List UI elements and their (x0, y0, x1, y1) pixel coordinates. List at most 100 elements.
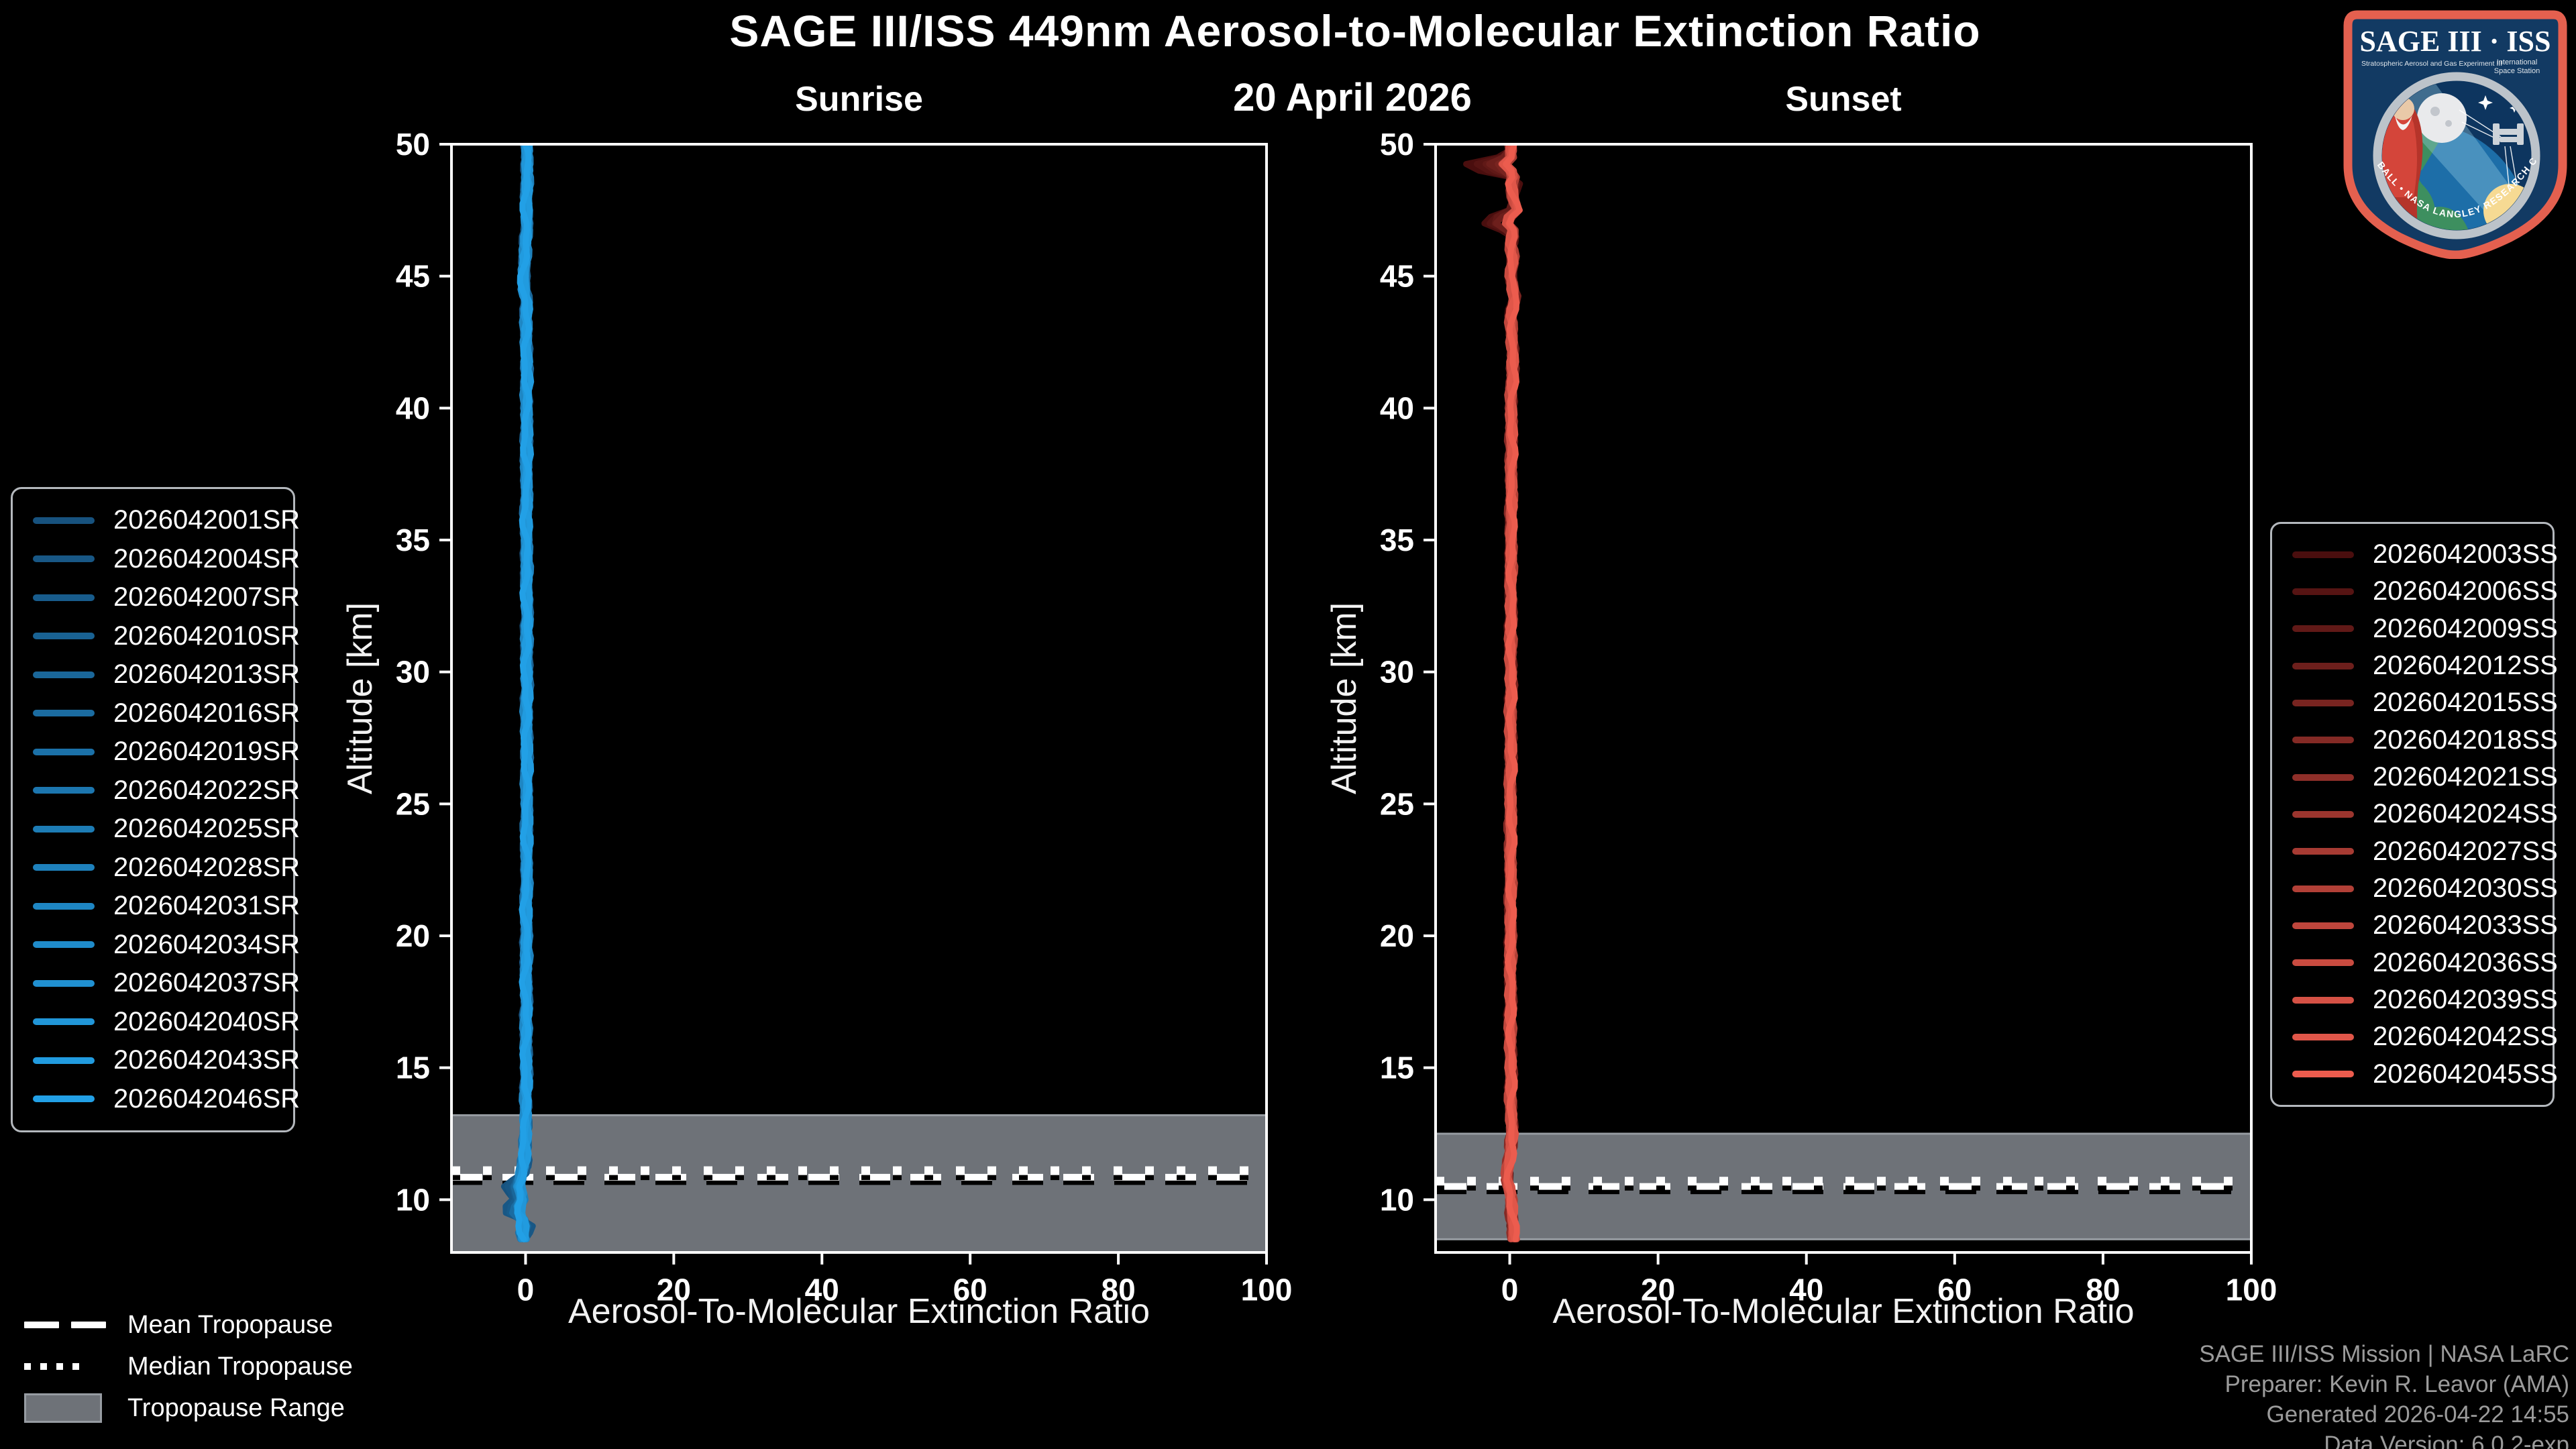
tropopause-range-swatch (24, 1393, 106, 1423)
sunrise-plot: 0 20 40 60 80 100 10 15 20 25 30 35 40 45 50 (396, 127, 1293, 1307)
legend-entry-label: 2026042010SR (113, 621, 301, 651)
legend-item: 2026042045SS (2292, 1059, 2558, 1089)
sunset-xaxis-label: Aerosol-To-Molecular Extinction Ratio (1552, 1292, 2135, 1331)
figure-title: SAGE III/ISS 449nm Aerosol-to-Molecular … (729, 6, 1981, 56)
legend-entry-label: 2026042039SS (2373, 985, 2558, 1015)
legend-item: 2026042016SR (33, 698, 300, 729)
legend-line-swatch (2292, 588, 2354, 595)
legend-line-swatch (2292, 996, 2354, 1004)
attribution-mission: SAGE III/ISS Mission | NASA LaRC (2199, 1341, 2569, 1367)
x-tick-label: 60 (953, 1273, 987, 1307)
logo-subtitle-right-2: Space Station (2494, 67, 2540, 75)
legend-line-swatch (33, 1095, 95, 1103)
legend-entry-label: 2026042033SS (2373, 910, 2558, 941)
legend-line-swatch (33, 1018, 95, 1026)
logo-moon (2417, 93, 2467, 143)
legend-entry-label: 2026042009SS (2373, 613, 2558, 643)
y-tick-label: 10 (1380, 1182, 1414, 1217)
x-tick-label: 20 (657, 1273, 691, 1307)
median-tropopause-label: Median Tropopause (127, 1352, 353, 1381)
sunset-plot: 0 20 40 60 80 100 10 15 20 25 30 35 40 45 50 (1380, 127, 2277, 1307)
y-tick-label: 40 (396, 390, 430, 425)
legend-line-swatch (33, 710, 95, 717)
attribution-block: SAGE III/ISS Mission | NASA LaRC Prepare… (2199, 1339, 2569, 1449)
y-tick-label: 30 (1380, 655, 1414, 690)
y-tick-label: 10 (396, 1182, 430, 1217)
legend-entry-label: 2026042007SR (113, 582, 301, 612)
legend-line-swatch (33, 787, 95, 794)
median-tropopause-legend-row: Median Tropopause (24, 1346, 494, 1387)
y-tick-label: 35 (396, 523, 430, 557)
plot-frame (1434, 143, 2253, 1254)
legend-item: 2026042001SR (33, 505, 300, 535)
legend-entry-label: 2026042022SR (113, 775, 301, 805)
y-tick-label: 25 (396, 786, 430, 821)
sunrise-profile-curve (514, 144, 533, 1242)
legend-line-swatch (2292, 625, 2354, 633)
legend-item: 2026042033SS (2292, 910, 2558, 941)
x-tick-label: 0 (517, 1273, 535, 1307)
legend-item: 2026042025SR (33, 814, 300, 844)
legend-line-swatch (33, 864, 95, 871)
legend-entry-label: 2026042012SS (2373, 651, 2558, 681)
sunrise-yaxis-label: Altitude [km] (341, 602, 380, 795)
legend-entry-label: 2026042006SS (2373, 576, 2558, 606)
legend-item: 2026042043SR (33, 1045, 300, 1075)
legend-line-swatch (2292, 551, 2354, 558)
legend-entry-label: 2026042034SR (113, 929, 301, 959)
mission-logo: SAGE III · ISS Stratospheric Aerosol and… (2341, 9, 2567, 259)
mean-tropopause-legend-row: Mean Tropopause (24, 1304, 494, 1346)
y-tick-label: 15 (396, 1051, 430, 1085)
x-tick-label: 100 (2226, 1273, 2277, 1307)
attribution-version: Data Version: 6.0.2-exp (2324, 1432, 2569, 1449)
legend-line-swatch (2292, 1071, 2354, 1078)
y-tick-label: 45 (396, 259, 430, 294)
legend-item: 2026042010SR (33, 621, 300, 651)
y-tick-label: 50 (396, 127, 430, 162)
sunrise-profiles (500, 144, 536, 1242)
x-tick-label: 40 (1789, 1273, 1823, 1307)
legend-entry-label: 2026042016SR (113, 698, 301, 728)
sunset-profile-curve (1503, 144, 1523, 1242)
legend-item: 2026042019SR (33, 737, 300, 767)
legend-item: 2026042013SR (33, 659, 300, 690)
y-tick-label: 20 (1380, 918, 1414, 953)
legend-line-swatch (33, 1057, 95, 1064)
legend-line-swatch (2292, 922, 2354, 929)
legend-item: 2026042009SS (2292, 614, 2558, 644)
legend-line-swatch (2292, 885, 2354, 892)
legend-item: 2026042004SR (33, 544, 300, 574)
legend-line-swatch (2292, 773, 2354, 781)
legend-item: 2026042034SR (33, 930, 300, 960)
legend-line-swatch (33, 594, 95, 601)
y-tick-label: 45 (1380, 259, 1414, 294)
y-tick-label: 15 (1380, 1051, 1414, 1085)
legend-item: 2026042030SS (2292, 873, 2558, 904)
legend-entry-label: 2026042036SS (2373, 947, 2558, 977)
sunrise-panel-title: Sunrise (795, 80, 923, 119)
logo-iss (2493, 123, 2524, 145)
legend-line-swatch (2292, 959, 2354, 967)
logo-subtitle-right-1: International (2497, 58, 2538, 66)
legend-item: 2026042021SS (2292, 762, 2558, 792)
legend-line-swatch (33, 555, 95, 563)
sunset-profiles (1463, 144, 1523, 1242)
legend-line-swatch (33, 671, 95, 678)
legend-entry-label: 2026042015SS (2373, 688, 2558, 718)
legend-item: 2026042046SR (33, 1084, 300, 1114)
legend-entry-label: 2026042013SR (113, 659, 301, 690)
legend-entry-label: 2026042043SR (113, 1045, 301, 1075)
legend-entry-label: 2026042046SR (113, 1083, 301, 1114)
y-tick-label: 50 (1380, 127, 1414, 162)
legend-entry-label: 2026042024SS (2373, 799, 2558, 829)
legend-item: 2026042024SS (2292, 799, 2558, 829)
legend-line-swatch (2292, 848, 2354, 855)
sunrise-xaxis-label: Aerosol-To-Molecular Extinction Ratio (568, 1292, 1150, 1331)
legend-entry-label: 2026042042SS (2373, 1022, 2558, 1052)
legend-entry-label: 2026042025SR (113, 814, 301, 844)
attribution-preparer: Preparer: Kevin R. Leavor (AMA) (2224, 1371, 2569, 1397)
legend-entry-label: 2026042037SR (113, 968, 301, 998)
legend-line-swatch (2292, 737, 2354, 744)
legend-item: 2026042031SR (33, 891, 300, 921)
legend-item: 2026042037SR (33, 968, 300, 998)
